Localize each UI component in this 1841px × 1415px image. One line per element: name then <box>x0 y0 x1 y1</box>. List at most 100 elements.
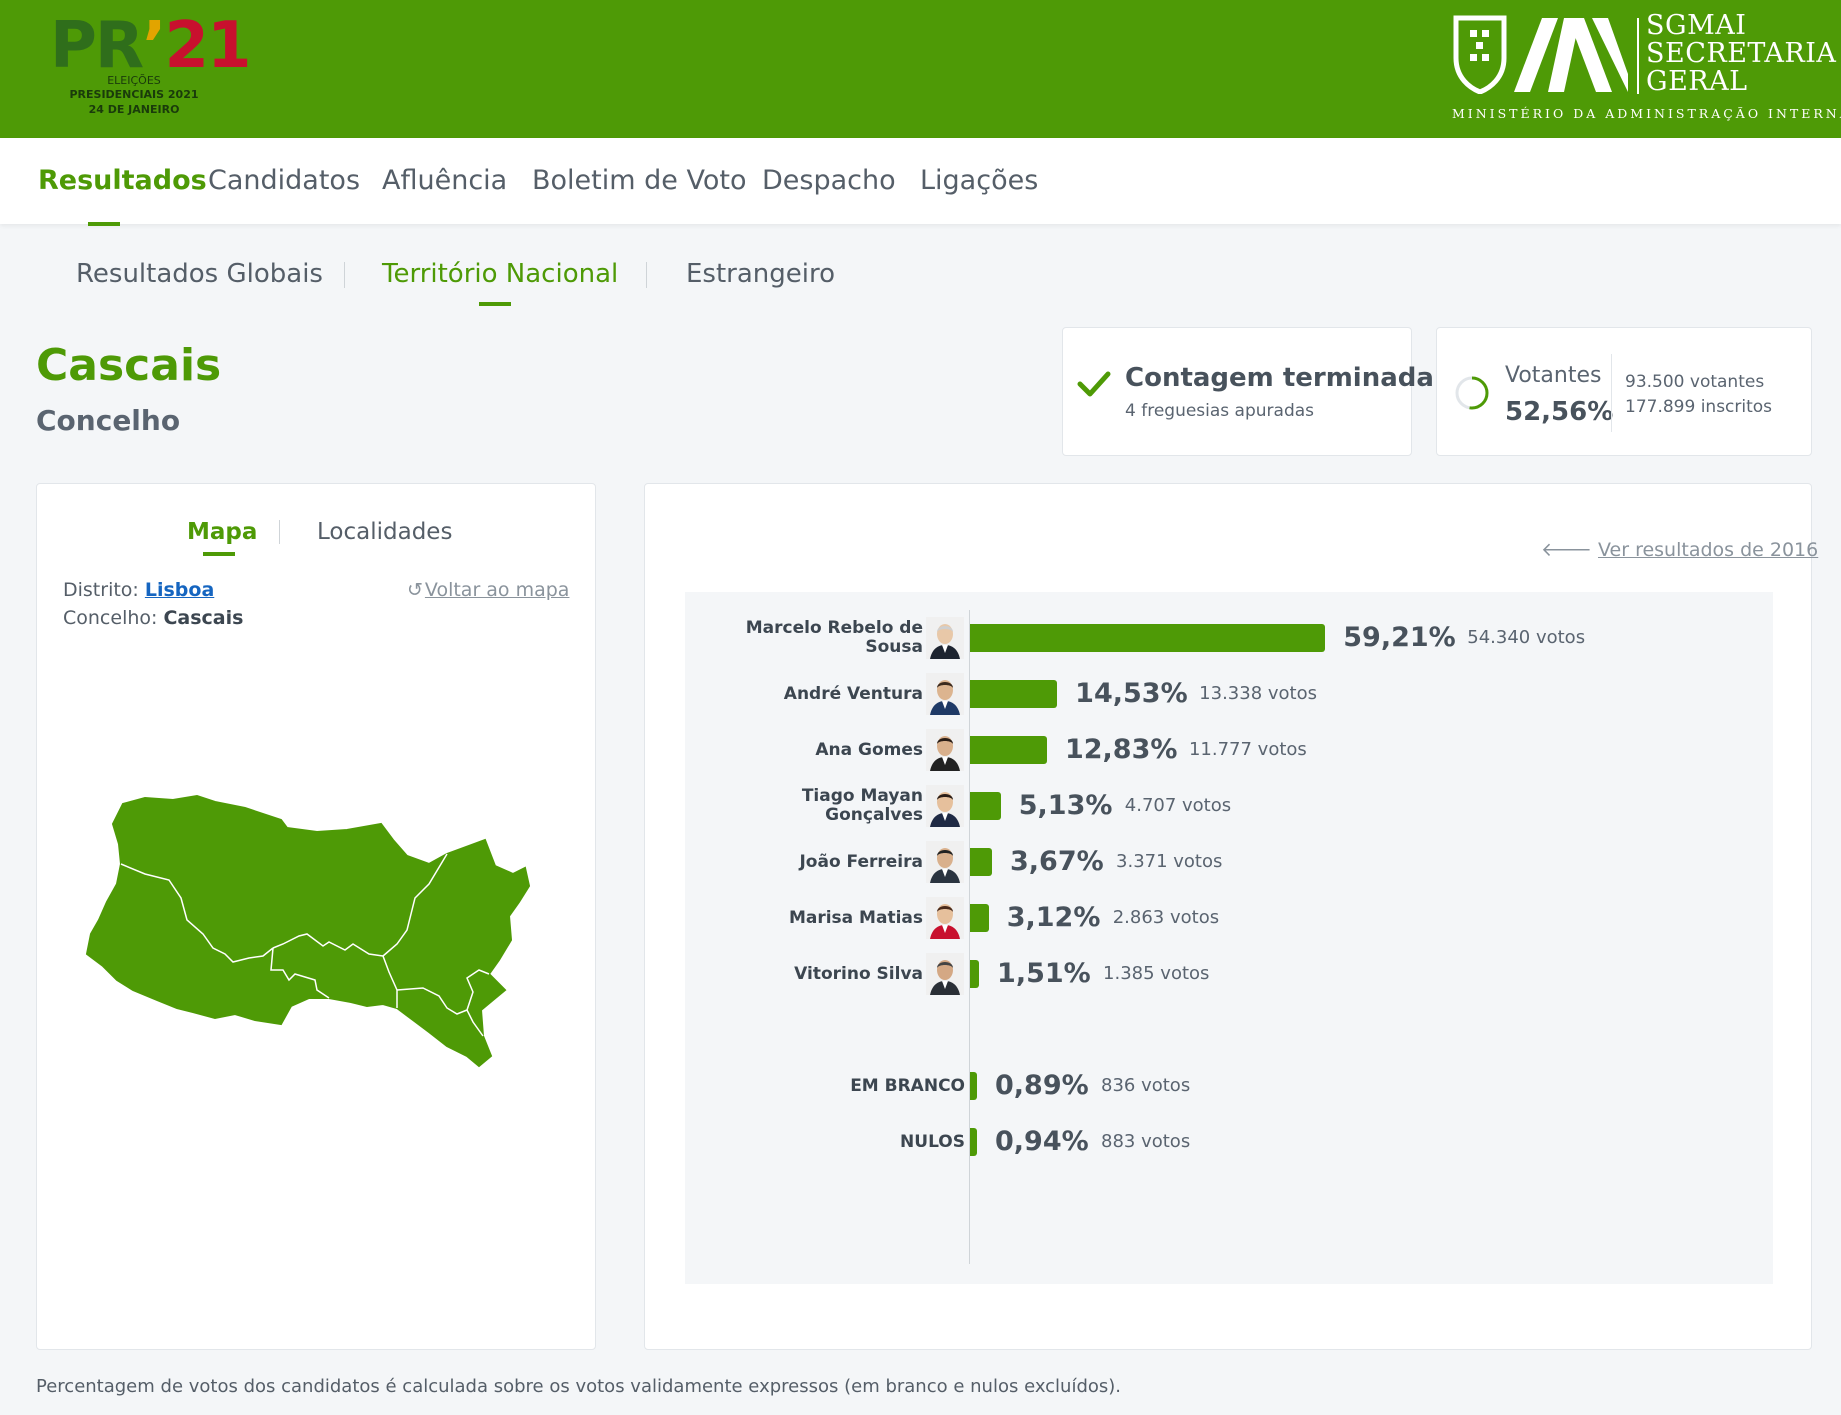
result-percent-ferreira: 3,67% <box>1010 846 1104 877</box>
footnote: Percentagem de votos dos candidatos é ca… <box>36 1376 1122 1397</box>
result-votes-matias: 2.863 votos <box>1112 907 1220 928</box>
map-tab-indicator <box>203 552 235 556</box>
registered-count: 177.899 inscritos <box>1625 397 1773 417</box>
result-bar-matias <box>970 904 989 932</box>
result-bar-mayan <box>970 792 1001 820</box>
result-bar-ventura <box>970 680 1058 708</box>
map-region-cascais[interactable] <box>85 794 531 1068</box>
candidate-photo-matias <box>926 897 964 939</box>
municipality-label: Concelho: <box>63 607 158 629</box>
nav-item-ligacoes[interactable]: Ligações <box>920 165 1039 196</box>
tab-separator <box>646 262 647 288</box>
result-percent-branco: 0,89% <box>995 1070 1089 1101</box>
tab-localidades[interactable]: Localidades <box>317 519 453 545</box>
candidate-name-vitorino: Vitorino Silva <box>794 963 923 984</box>
result-percent-ventura: 14,53% <box>1075 678 1188 709</box>
municipality-map[interactable] <box>85 794 547 1114</box>
district-link[interactable]: Lisboa <box>144 579 215 601</box>
result-percent-vitorino: 1,51% <box>997 958 1091 989</box>
result-percent-mayan: 5,13% <box>1018 790 1113 821</box>
result-votes-gomes: 11.777 votos <box>1188 739 1307 760</box>
elections-logo[interactable]: PR’21 ELEIÇÕES PRESIDENCIAIS 2021 24 DE … <box>48 14 252 122</box>
site-header: PR’21 ELEIÇÕES PRESIDENCIAIS 2021 24 DE … <box>0 0 1841 138</box>
count-status-title: Contagem terminada <box>1125 363 1434 393</box>
previous-results-link[interactable]: 🡐 Ver resultados de 2016 <box>1541 539 1819 561</box>
page-subtitle: Concelho <box>36 404 181 437</box>
map-panel: Mapa Localidades Distrito: Lisboa Concel… <box>36 483 596 1350</box>
result-percent-gomes: 12,83% <box>1064 734 1178 765</box>
result-votes-nulos: 883 votos <box>1101 1131 1191 1152</box>
result-bar-gomes <box>970 736 1047 764</box>
nav-item-candidatos[interactable]: Candidatos <box>208 165 361 196</box>
nav-item-despacho[interactable]: Despacho <box>762 165 896 196</box>
results-panel: 🡐 Ver resultados de 2016 Marcelo Rebelo … <box>644 483 1818 1350</box>
org-name-line-1: SGMAI <box>1646 10 1747 41</box>
nav-item-resultados[interactable]: Resultados <box>38 165 207 196</box>
result-bar-vitorino <box>970 960 980 988</box>
back-to-map-link[interactable]: ↺ Voltar ao mapa <box>407 579 570 601</box>
nav-item-afluencia[interactable]: Afluência <box>382 165 508 196</box>
tab-active-indicator <box>479 302 511 306</box>
result-percent-matias: 3,12% <box>1006 902 1101 933</box>
candidate-name-nulos: NULOS <box>900 1131 965 1152</box>
candidate-photo-mayan <box>926 785 964 827</box>
candidate-photo-ferreira <box>926 841 964 883</box>
arrow-left-icon: 🡐 <box>1541 539 1592 561</box>
main-nav: Resultados Candidatos Afluência Boletim … <box>0 138 1841 226</box>
candidate-name-branco: EM BRANCO <box>850 1075 965 1096</box>
candidate-name-ventura: André Ventura <box>783 683 923 704</box>
result-votes-mayan: 4.707 votos <box>1124 795 1232 816</box>
chart-axis-line <box>969 610 970 1264</box>
result-bar-nulos <box>970 1128 977 1156</box>
logo-line-2: PRESIDENCIAIS 2021 <box>69 88 199 101</box>
tab-resultados-globais[interactable]: Resultados Globais <box>76 259 323 289</box>
candidate-name-marcelo: Marcelo Rebelo de Sousa <box>745 618 923 657</box>
org-name-line-2: SECRETARIA <box>1646 38 1837 69</box>
logo-line-3: 24 DE JANEIRO <box>88 103 180 116</box>
turnout-percent: 52,56% <box>1505 397 1614 427</box>
candidate-photo-vitorino <box>926 953 964 995</box>
district-label: Distrito: <box>63 579 139 601</box>
municipality-value: Cascais <box>163 607 244 629</box>
sgmai-emblem-icon <box>1453 15 1628 94</box>
candidate-photo-marcelo <box>926 617 964 659</box>
result-bar-marcelo <box>970 624 1326 652</box>
municipality-row: Concelho: Cascais <box>63 606 243 630</box>
org-divider <box>1637 18 1639 94</box>
turnout-divider <box>1611 354 1612 432</box>
candidate-photo-ventura <box>926 673 964 715</box>
logo-mark: PR’21 <box>50 9 252 83</box>
voters-count: 93.500 votantes <box>1625 372 1765 392</box>
turnout-label: Votantes <box>1505 363 1602 388</box>
undo-icon: ↺ <box>407 579 423 601</box>
tab-mapa[interactable]: Mapa <box>187 519 258 545</box>
tab-separator <box>344 262 345 288</box>
tab-separator <box>279 520 280 544</box>
turnout-card: Votantes 52,56% 93.500 votantes 177.899 … <box>1436 327 1812 456</box>
org-name-line-3: GERAL <box>1646 66 1748 97</box>
tab-territorio-nacional[interactable]: Território Nacional <box>382 259 619 289</box>
candidate-name-gomes: Ana Gomes <box>815 739 923 760</box>
page-title: Cascais <box>36 340 222 391</box>
result-bar-ferreira <box>970 848 993 876</box>
count-status-subtitle: 4 freguesias apuradas <box>1125 401 1315 421</box>
result-votes-ferreira: 3.371 votos <box>1116 851 1223 872</box>
check-icon <box>1077 371 1111 397</box>
ministry-name: MINISTÉRIO DA ADMINISTRAÇÃO INTERNA <box>1452 106 1841 121</box>
district-row: Distrito: Lisboa <box>63 578 214 602</box>
results-bar-chart: Marcelo Rebelo de Sousa 59,21% 54.340 votos… <box>685 592 1773 1284</box>
count-status-card: Contagem terminada 4 freguesias apuradas <box>1062 327 1434 456</box>
candidate-photo-gomes <box>926 729 964 771</box>
result-votes-ventura: 13.338 votos <box>1199 683 1317 704</box>
result-percent-marcelo: 59,21% <box>1343 622 1456 653</box>
turnout-progress-ring-icon <box>1455 376 1489 410</box>
nav-item-boletim[interactable]: Boletim de Voto <box>532 165 747 196</box>
candidate-name-matias: Marisa Matias <box>788 907 923 928</box>
nav-active-indicator <box>88 222 120 226</box>
result-votes-branco: 836 votos <box>1101 1075 1191 1096</box>
result-votes-vitorino: 1.385 votos <box>1103 963 1210 984</box>
tab-estrangeiro[interactable]: Estrangeiro <box>686 259 836 289</box>
result-votes-marcelo: 54.340 votos <box>1467 627 1586 648</box>
result-bar-branco <box>970 1072 977 1100</box>
map-parish-boundaries <box>120 853 490 1037</box>
